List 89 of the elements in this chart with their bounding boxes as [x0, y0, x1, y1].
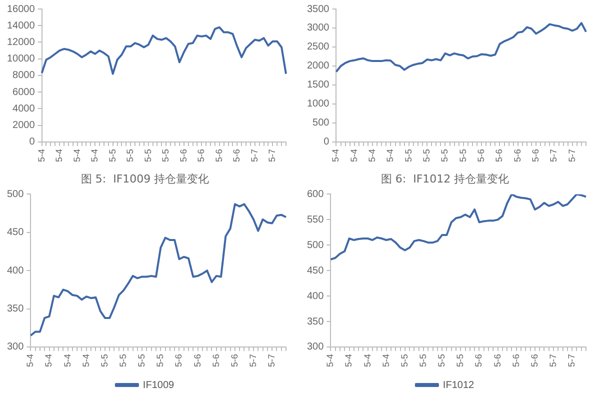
x-tick-label: 5-7: [248, 354, 258, 368]
x-tick-label: 5-5: [403, 148, 414, 162]
y-tick-label: 500: [312, 118, 330, 129]
x-tick-label: 5-7: [548, 148, 559, 162]
x-tick-label: 5-6: [474, 354, 484, 368]
x-tick-label: 5-4: [54, 148, 64, 162]
y-tick-label: 2000: [306, 60, 330, 72]
x-tick-label: 5-6: [494, 148, 504, 162]
x-tick-label: 5-6: [174, 354, 184, 368]
x-tick-label: 5-4: [72, 148, 82, 162]
x-tick-label: 5-4: [385, 148, 396, 162]
x-tick-label: 5-4: [344, 354, 354, 368]
x-tick-label: 5-4: [367, 148, 378, 162]
y-tick-label: 6000: [12, 86, 36, 98]
y-tick-label: 300: [306, 342, 324, 353]
y-tick-label: 450: [306, 265, 324, 276]
x-tick-label: 5-4: [325, 354, 336, 368]
x-tick-label: 5-6: [214, 148, 224, 162]
x-tick-label: 5-5: [455, 354, 466, 368]
x-tick-label: 5-4: [348, 148, 359, 162]
y-tick-label: 0: [324, 136, 330, 148]
y-tick-label: 300: [6, 342, 24, 353]
chart-title: 图 5: IF1009 持仓量变化: [80, 172, 210, 186]
y-tick-label: 14000: [6, 20, 36, 32]
y-tick-label: 4000: [12, 103, 36, 114]
y-tick-label: 12000: [6, 37, 36, 48]
x-tick-label: 5-6: [510, 354, 521, 368]
x-tick-label: 5-5: [418, 354, 428, 368]
x-tick-label: 5-4: [380, 354, 391, 368]
x-tick-label: 5-5: [440, 148, 450, 162]
x-tick-label: 5-4: [25, 354, 36, 368]
x-tick-label: 5-5: [118, 354, 128, 368]
x-tick-label: 5-7: [566, 354, 577, 368]
y-tick-label: 350: [6, 304, 24, 315]
legend-label: IF1012: [442, 380, 475, 391]
x-tick-label: 5-4: [80, 354, 91, 368]
y-tick-label: 10000: [6, 54, 36, 65]
y-tick-label: 1000: [306, 98, 330, 110]
y-tick-label: 600: [306, 188, 324, 200]
y-tick-label: 3000: [306, 22, 330, 34]
x-tick-label: 5-5: [99, 354, 110, 368]
y-tick-label: 3500: [306, 4, 330, 15]
x-tick-label: 5-5: [160, 148, 171, 162]
y-tick-label: 450: [6, 227, 24, 238]
x-tick-label: 5-6: [476, 148, 486, 162]
legend-label: IF1009: [142, 380, 175, 391]
x-tick-label: 5-4: [330, 148, 341, 162]
x-tick-label: 5-6: [529, 354, 540, 368]
x-tick-label: 5-7: [566, 148, 577, 162]
x-tick-label: 5-7: [267, 148, 278, 162]
x-tick-label: 5-5: [142, 148, 153, 162]
x-tick-label: 5-5: [436, 354, 447, 368]
x-tick-label: 5-7: [548, 354, 558, 368]
x-tick-label: 5-5: [125, 148, 136, 162]
x-tick-label: 5-5: [155, 354, 166, 368]
y-tick-label: 16000: [6, 4, 36, 15]
x-tick-label: 5-6: [178, 148, 188, 162]
y-tick-label: 0: [29, 136, 36, 148]
x-tick-label: 5-5: [458, 148, 468, 162]
x-tick-label: 5-5: [399, 354, 410, 368]
y-tick-label: 2000: [12, 120, 36, 132]
x-tick-label: 5-6: [192, 354, 202, 368]
y-tick-label: 350: [306, 316, 324, 328]
x-tick-label: 5-4: [62, 354, 72, 368]
x-tick-label: 5-6: [530, 148, 541, 162]
x-tick-label: 5-7: [249, 148, 260, 162]
x-tick-label: 5-6: [210, 354, 221, 368]
y-tick-label: 500: [306, 240, 324, 251]
y-tick-label: 2500: [306, 42, 330, 53]
x-tick-label: 5-4: [90, 148, 100, 162]
x-tick-label: 5-6: [196, 148, 206, 162]
x-tick-label: 5-5: [136, 354, 147, 368]
x-tick-label: 5-6: [512, 148, 522, 162]
y-tick-label: 400: [306, 290, 324, 302]
x-tick-label: 5-7: [266, 354, 277, 368]
x-tick-label: 5-5: [107, 148, 118, 162]
x-tick-label: 5-4: [36, 148, 46, 162]
x-tick-label: 5-6: [229, 354, 240, 368]
x-tick-label: 5-5: [422, 148, 432, 162]
y-tick-label: 550: [306, 214, 324, 226]
y-tick-label: 500: [6, 188, 24, 200]
y-tick-label: 8000: [12, 70, 36, 82]
x-tick-label: 5-4: [362, 354, 372, 368]
y-tick-label: 400: [6, 265, 24, 276]
chart-title: 图 6: IF1012 持仓量变化: [380, 172, 510, 186]
x-tick-label: 5-6: [492, 354, 502, 368]
y-tick-label: 1500: [306, 80, 330, 91]
x-tick-label: 5-4: [44, 354, 54, 368]
x-tick-label: 5-6: [232, 148, 242, 162]
